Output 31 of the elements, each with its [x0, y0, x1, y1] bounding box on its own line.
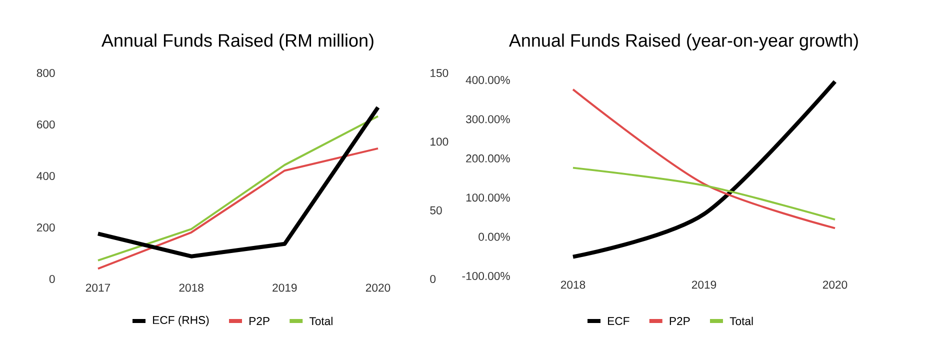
x-tick-label: 2018 [179, 284, 204, 292]
x-tick-label: 2020 [366, 284, 390, 292]
chart-title: Annual Funds Raised (RM million) [101, 34, 374, 50]
y-tick-label: 0.00% [478, 232, 510, 241]
x-tick-label: 2019 [692, 280, 716, 289]
y-tick-label: 0 [49, 275, 55, 284]
y-tick-label: 200 [36, 224, 55, 232]
y-tick-label: -100.00% [462, 272, 510, 280]
chart-title: Annual Funds Raised (year-on-year growth) [508, 34, 858, 50]
y-tick-label: 100.00% [466, 194, 510, 202]
y2-tick-label: 150 [430, 69, 448, 78]
y-tick-label: 400 [36, 172, 55, 180]
legend-label: Total [730, 316, 753, 326]
x-tick-label: 2020 [822, 280, 848, 289]
y2-tick-label: 0 [430, 275, 436, 284]
y-tick-label: 200.00% [466, 154, 510, 162]
y2-tick-label: 50 [430, 206, 442, 214]
legend-label: Total [309, 316, 332, 326]
x-tick-label: 2017 [86, 284, 110, 292]
line-series [97, 147, 379, 270]
y2-tick-label: 100 [430, 138, 448, 146]
x-tick-label: 2019 [272, 284, 297, 292]
legend-label: ECF [608, 316, 630, 326]
legend-label: P2P [670, 317, 690, 325]
legend-label: P2P [250, 317, 270, 325]
y-tick-label: 400.00% [466, 76, 510, 84]
legend-label: ECF (RHS) [153, 316, 209, 326]
y-tick-label: 600 [36, 120, 55, 129]
y-tick-label: 800 [36, 69, 55, 78]
y-tick-label: 300.00% [466, 115, 510, 124]
x-tick-label: 2018 [560, 280, 586, 289]
